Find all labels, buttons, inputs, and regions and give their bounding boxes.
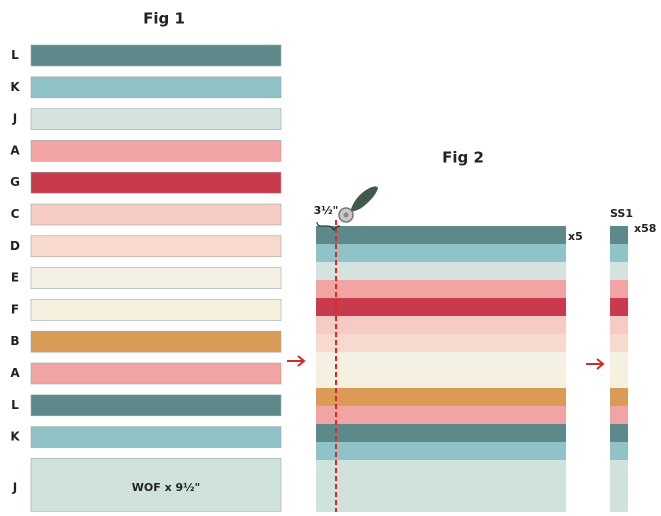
set-strip xyxy=(316,244,566,262)
fabric-strip xyxy=(30,458,282,513)
fabric-strip xyxy=(30,44,282,67)
fabric-strip xyxy=(30,76,282,99)
strip-letter: K xyxy=(10,430,20,444)
strip-letter: L xyxy=(11,398,19,412)
fabric-strip xyxy=(30,235,282,258)
fabric-strip xyxy=(30,140,282,162)
strip-letter: J xyxy=(12,481,17,495)
strip-letter: D xyxy=(10,239,20,253)
strip-letter: F xyxy=(11,302,19,316)
segment-strip xyxy=(610,280,628,298)
set-strip xyxy=(316,316,566,334)
strip-letter: E xyxy=(11,271,19,285)
strip-letter: L xyxy=(11,48,19,62)
set-strip xyxy=(316,280,566,298)
segment-strip xyxy=(610,406,628,424)
strip-letter: A xyxy=(10,366,20,380)
set-strip xyxy=(316,226,566,244)
set-strip xyxy=(316,424,566,442)
set-strip xyxy=(316,334,566,352)
segment-strip xyxy=(610,370,628,388)
set-strip xyxy=(316,460,566,512)
set-strip xyxy=(316,298,566,316)
arrow xyxy=(287,355,306,367)
fabric-strip xyxy=(30,171,282,194)
set-strip xyxy=(316,352,566,370)
cut-width: 3½" xyxy=(314,204,339,217)
segment-strip xyxy=(610,388,628,406)
ss1-segment xyxy=(610,226,628,512)
segment-strip xyxy=(610,244,628,262)
segment-strip xyxy=(610,262,628,280)
set-strip xyxy=(316,442,566,460)
fig1-title: Fig 1 xyxy=(143,10,185,28)
set-strip xyxy=(316,262,566,280)
fig1-strips: L K J A G C D E F B A L K J xyxy=(10,44,282,513)
brace xyxy=(316,221,341,232)
set-strip xyxy=(316,406,566,424)
segment-strip xyxy=(610,424,628,442)
set-strip xyxy=(316,388,566,406)
segment-strip xyxy=(610,442,628,460)
segment-strip xyxy=(610,352,628,370)
segment-strip xyxy=(610,316,628,334)
arrow xyxy=(586,358,605,370)
strip-note: WOF x 9½" xyxy=(132,481,201,494)
segment-strip xyxy=(610,226,628,244)
fabric-strip xyxy=(30,267,282,289)
fabric-strip xyxy=(30,426,282,448)
strip-letter: C xyxy=(11,207,20,221)
set-strip xyxy=(316,370,566,388)
set-count: x5 xyxy=(568,230,583,243)
fabric-strip xyxy=(30,299,282,321)
strip-letter: G xyxy=(10,175,20,189)
strip-letter: B xyxy=(10,334,19,348)
fabric-strip xyxy=(30,362,282,385)
segment-strip xyxy=(610,334,628,352)
subcut-count: x58 xyxy=(634,222,656,235)
segment-strip xyxy=(610,460,628,512)
rotary-cutter xyxy=(338,186,378,223)
subcut-label: SS1 xyxy=(610,207,633,220)
fabric-strip xyxy=(30,203,282,226)
segment-strip xyxy=(610,298,628,316)
fabric-strip xyxy=(30,330,282,353)
fabric-strip xyxy=(30,394,282,417)
strip-letter: K xyxy=(10,80,20,94)
fig2-strip-set xyxy=(316,226,566,512)
fabric-strip xyxy=(30,108,282,130)
strip-letter: A xyxy=(10,143,20,157)
strip-letter: J xyxy=(12,112,17,126)
fig2-title: Fig 2 xyxy=(442,149,484,167)
